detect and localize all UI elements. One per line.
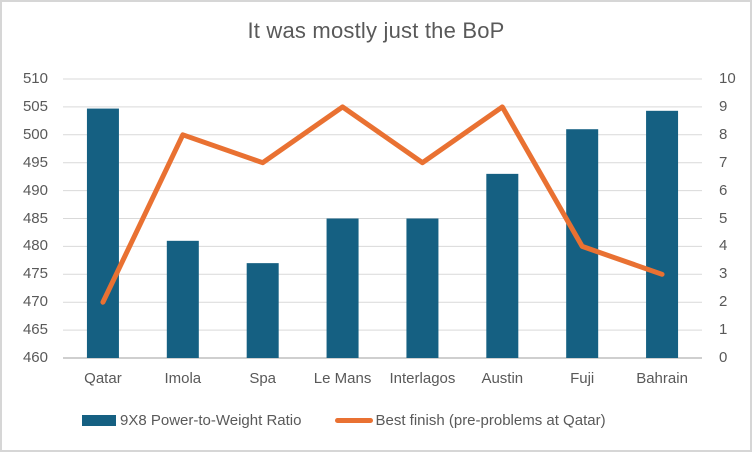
- left-axis-tick-label: 495: [22, 153, 48, 171]
- category-label-qatar: Qatar: [84, 370, 122, 387]
- bar-le-mans: [326, 218, 359, 358]
- category-label-imola: Imola: [164, 370, 202, 387]
- bar-bahrain: [646, 110, 679, 358]
- category-label-bahrain: Bahrain: [636, 370, 688, 387]
- line-series-label: Best finish (pre-problems at Qatar): [375, 412, 606, 429]
- left-axis-tick-label: 490: [22, 181, 48, 199]
- right-axis-tick-label: 9: [719, 97, 728, 115]
- right-axis-tick-label: 6: [719, 181, 728, 199]
- right-axis-tick-label: 1: [719, 321, 728, 339]
- legend-item-bar-series: 9X8 Power-to-Weight Ratio: [82, 412, 301, 429]
- right-axis-tick-label: 8: [719, 125, 728, 143]
- category-label-spa: Spa: [249, 370, 277, 387]
- left-axis-tick-label: 460: [22, 349, 48, 366]
- left-axis-tick-label: 485: [22, 209, 48, 227]
- right-axis-tick-label: 10: [719, 70, 736, 87]
- bar-series-swatch: [82, 415, 116, 426]
- right-axis-tick-label: 7: [719, 153, 728, 171]
- line-series-path: [100, 104, 665, 305]
- bar-spa: [246, 263, 279, 358]
- left-axis-tick-label: 510: [22, 70, 48, 87]
- right-axis-tick-label: 0: [719, 349, 728, 366]
- left-axis-tick-label: 470: [22, 293, 48, 311]
- category-label-fuji: Fuji: [570, 370, 595, 387]
- left-axis-tick-label: 480: [22, 237, 48, 255]
- category-label-le-mans: Le Mans: [313, 370, 372, 387]
- legend: 9X8 Power-to-Weight Ratio Best finish (p…: [82, 412, 606, 429]
- bar-qatar: [86, 108, 119, 358]
- right-axis-tick-label: 4: [719, 237, 728, 255]
- category-label-austin: Austin: [481, 370, 524, 387]
- bar-imola: [166, 240, 199, 358]
- category-label-interlagos: Interlagos: [389, 370, 456, 387]
- left-axis-tick-label: 475: [22, 265, 48, 283]
- line-series-swatch: [335, 418, 374, 423]
- legend-item-line-series: Best finish (pre-problems at Qatar): [335, 412, 606, 429]
- left-axis-tick-label: 500: [22, 125, 48, 143]
- right-axis-tick-label: 2: [719, 293, 728, 311]
- bar-interlagos: [406, 218, 439, 358]
- chart-title: It was mostly just the BoP: [247, 18, 505, 43]
- right-axis-tick-label: 5: [719, 209, 728, 227]
- bar-series-label: 9X8 Power-to-Weight Ratio: [120, 412, 302, 429]
- bar-austin: [486, 173, 519, 358]
- left-axis-tick-label: 465: [22, 321, 48, 339]
- right-axis-tick-label: 3: [719, 265, 728, 283]
- left-axis-tick-label: 505: [22, 97, 48, 115]
